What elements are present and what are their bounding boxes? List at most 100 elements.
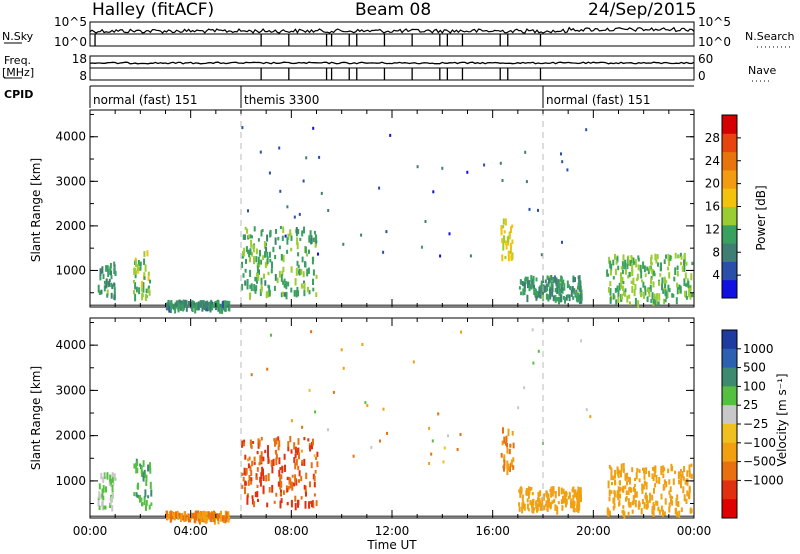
range-cell bbox=[243, 247, 246, 253]
velocity-colorbar-label: Velocity [m s⁻¹] bbox=[775, 373, 789, 466]
range-cell bbox=[278, 146, 281, 150]
range-cell bbox=[262, 485, 265, 494]
range-cell bbox=[572, 505, 575, 513]
range-cell bbox=[606, 269, 609, 277]
range-cell bbox=[134, 268, 137, 275]
range-cell bbox=[570, 289, 573, 297]
range-cell bbox=[574, 489, 577, 498]
range-cell bbox=[135, 286, 138, 293]
range-cell bbox=[301, 462, 304, 466]
range-cell bbox=[267, 473, 270, 481]
range-cell bbox=[569, 286, 571, 290]
range-cell bbox=[641, 489, 644, 494]
range-cell bbox=[256, 491, 259, 498]
range-cell bbox=[439, 254, 442, 258]
range-cell bbox=[572, 276, 575, 282]
range-cell bbox=[412, 360, 415, 364]
range-cell bbox=[622, 463, 625, 468]
range-cell bbox=[653, 293, 656, 301]
range-cell bbox=[512, 465, 515, 470]
power-colorbar-label: Power [dB] bbox=[754, 185, 768, 250]
range-cell bbox=[557, 501, 560, 505]
range-cell bbox=[174, 305, 177, 314]
range-cell bbox=[280, 253, 283, 261]
range-cell bbox=[252, 441, 255, 444]
range-cell bbox=[256, 450, 259, 455]
range-cell bbox=[503, 465, 505, 472]
range-cell bbox=[538, 498, 541, 502]
range-cell bbox=[674, 470, 677, 475]
range-cell bbox=[265, 246, 268, 253]
range-cell bbox=[504, 255, 507, 260]
range-cell bbox=[681, 265, 684, 272]
freq-tick-top: 18 bbox=[72, 52, 87, 66]
range-cell bbox=[546, 286, 549, 291]
range-cell bbox=[685, 261, 688, 266]
range-cell bbox=[531, 328, 534, 332]
range-cell bbox=[614, 268, 617, 276]
range-cell bbox=[503, 236, 506, 242]
range-cell bbox=[548, 499, 551, 508]
range-cell bbox=[389, 133, 392, 137]
range-cell bbox=[653, 487, 655, 494]
range-cell bbox=[690, 463, 693, 467]
range-cell bbox=[105, 265, 108, 272]
range-cell bbox=[293, 290, 296, 297]
range-cell bbox=[249, 465, 252, 472]
nave-label: Nave bbox=[748, 64, 777, 77]
range-cell bbox=[102, 273, 105, 279]
range-cell bbox=[264, 280, 267, 286]
range-cell bbox=[264, 261, 267, 269]
range-cell bbox=[506, 467, 509, 476]
velocity-colorbar-swatch bbox=[722, 367, 737, 387]
range-cell bbox=[624, 261, 627, 270]
range-cell bbox=[565, 492, 568, 496]
range-cell bbox=[672, 478, 675, 485]
range-cell bbox=[627, 255, 630, 259]
range-cell bbox=[178, 299, 181, 306]
range-cell bbox=[533, 288, 536, 295]
range-cell bbox=[637, 300, 640, 308]
range-cell bbox=[505, 243, 508, 250]
range-cell bbox=[256, 276, 258, 284]
range-cell bbox=[268, 171, 271, 175]
range-cell bbox=[610, 468, 613, 475]
range-cell bbox=[188, 301, 190, 306]
range-cell bbox=[646, 287, 649, 293]
range-cell bbox=[580, 494, 582, 503]
range-cell bbox=[640, 291, 642, 298]
range-cell bbox=[241, 440, 244, 448]
y-tick-label: 3000 bbox=[55, 174, 86, 188]
range-cell bbox=[689, 292, 692, 300]
range-cell bbox=[111, 505, 114, 512]
range-cell bbox=[529, 499, 532, 506]
range-cell bbox=[509, 444, 512, 448]
range-cell bbox=[656, 500, 659, 506]
range-cell bbox=[661, 277, 664, 285]
range-cell bbox=[301, 256, 304, 263]
range-cell bbox=[500, 452, 503, 458]
range-cell bbox=[520, 291, 523, 296]
range-cell bbox=[279, 189, 282, 193]
range-cell bbox=[290, 247, 293, 252]
range-cell bbox=[281, 465, 284, 474]
range-cell bbox=[176, 510, 179, 519]
range-cell bbox=[509, 242, 512, 247]
range-cell bbox=[109, 263, 112, 268]
range-cell bbox=[215, 305, 217, 311]
range-cell bbox=[502, 218, 505, 225]
range-cell bbox=[273, 285, 276, 291]
range-cell bbox=[267, 450, 269, 458]
range-cell bbox=[551, 291, 554, 297]
range-cell bbox=[284, 234, 287, 238]
range-cell bbox=[608, 464, 611, 469]
range-cell bbox=[293, 215, 296, 219]
range-cell bbox=[314, 410, 317, 414]
range-cell bbox=[548, 277, 550, 284]
range-cell bbox=[448, 232, 451, 236]
range-cell bbox=[554, 504, 557, 511]
range-cell bbox=[301, 230, 304, 237]
range-cell bbox=[655, 474, 658, 483]
range-cell bbox=[315, 292, 318, 298]
range-cell bbox=[688, 293, 691, 298]
